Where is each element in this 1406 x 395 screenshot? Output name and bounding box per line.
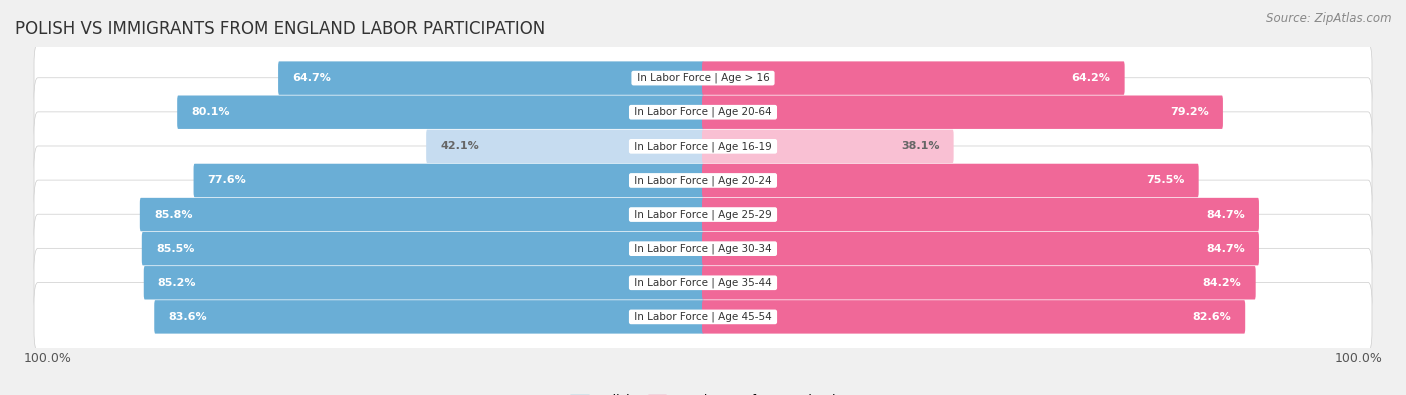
Text: 84.7%: 84.7% bbox=[1206, 210, 1244, 220]
Text: 79.2%: 79.2% bbox=[1170, 107, 1209, 117]
FancyBboxPatch shape bbox=[142, 232, 704, 265]
FancyBboxPatch shape bbox=[177, 96, 704, 129]
FancyBboxPatch shape bbox=[34, 214, 1372, 283]
FancyBboxPatch shape bbox=[34, 44, 1372, 113]
FancyBboxPatch shape bbox=[702, 198, 1258, 231]
Text: 42.1%: 42.1% bbox=[440, 141, 479, 151]
FancyBboxPatch shape bbox=[34, 180, 1372, 249]
FancyBboxPatch shape bbox=[426, 130, 704, 163]
Text: 38.1%: 38.1% bbox=[901, 141, 939, 151]
Text: In Labor Force | Age 16-19: In Labor Force | Age 16-19 bbox=[631, 141, 775, 152]
FancyBboxPatch shape bbox=[155, 300, 704, 334]
FancyBboxPatch shape bbox=[702, 61, 1125, 95]
Text: 83.6%: 83.6% bbox=[169, 312, 207, 322]
Text: In Labor Force | Age 25-29: In Labor Force | Age 25-29 bbox=[631, 209, 775, 220]
Text: POLISH VS IMMIGRANTS FROM ENGLAND LABOR PARTICIPATION: POLISH VS IMMIGRANTS FROM ENGLAND LABOR … bbox=[14, 19, 546, 38]
Text: 75.5%: 75.5% bbox=[1146, 175, 1185, 185]
FancyBboxPatch shape bbox=[702, 300, 1246, 334]
Legend: Polish, Immigrants from England: Polish, Immigrants from England bbox=[571, 394, 835, 395]
Text: 84.2%: 84.2% bbox=[1204, 278, 1241, 288]
Text: In Labor Force | Age 45-54: In Labor Force | Age 45-54 bbox=[631, 312, 775, 322]
Text: 77.6%: 77.6% bbox=[208, 175, 246, 185]
FancyBboxPatch shape bbox=[702, 266, 1256, 299]
Text: 85.5%: 85.5% bbox=[156, 244, 194, 254]
FancyBboxPatch shape bbox=[702, 164, 1199, 197]
Text: In Labor Force | Age 20-24: In Labor Force | Age 20-24 bbox=[631, 175, 775, 186]
Text: 84.7%: 84.7% bbox=[1206, 244, 1244, 254]
Text: 80.1%: 80.1% bbox=[191, 107, 229, 117]
Text: 85.8%: 85.8% bbox=[153, 210, 193, 220]
FancyBboxPatch shape bbox=[34, 78, 1372, 147]
Text: 64.2%: 64.2% bbox=[1071, 73, 1111, 83]
FancyBboxPatch shape bbox=[34, 146, 1372, 215]
Text: Source: ZipAtlas.com: Source: ZipAtlas.com bbox=[1267, 12, 1392, 25]
Text: In Labor Force | Age 30-34: In Labor Force | Age 30-34 bbox=[631, 243, 775, 254]
Text: In Labor Force | Age 20-64: In Labor Force | Age 20-64 bbox=[631, 107, 775, 117]
Text: In Labor Force | Age 35-44: In Labor Force | Age 35-44 bbox=[631, 278, 775, 288]
Text: 82.6%: 82.6% bbox=[1192, 312, 1232, 322]
FancyBboxPatch shape bbox=[702, 96, 1223, 129]
Text: 85.2%: 85.2% bbox=[157, 278, 197, 288]
FancyBboxPatch shape bbox=[194, 164, 704, 197]
FancyBboxPatch shape bbox=[139, 198, 704, 231]
Text: In Labor Force | Age > 16: In Labor Force | Age > 16 bbox=[634, 73, 772, 83]
Text: 64.7%: 64.7% bbox=[292, 73, 330, 83]
FancyBboxPatch shape bbox=[34, 282, 1372, 352]
FancyBboxPatch shape bbox=[702, 232, 1258, 265]
FancyBboxPatch shape bbox=[34, 248, 1372, 317]
FancyBboxPatch shape bbox=[278, 61, 704, 95]
FancyBboxPatch shape bbox=[34, 112, 1372, 181]
FancyBboxPatch shape bbox=[702, 130, 953, 163]
FancyBboxPatch shape bbox=[143, 266, 704, 299]
